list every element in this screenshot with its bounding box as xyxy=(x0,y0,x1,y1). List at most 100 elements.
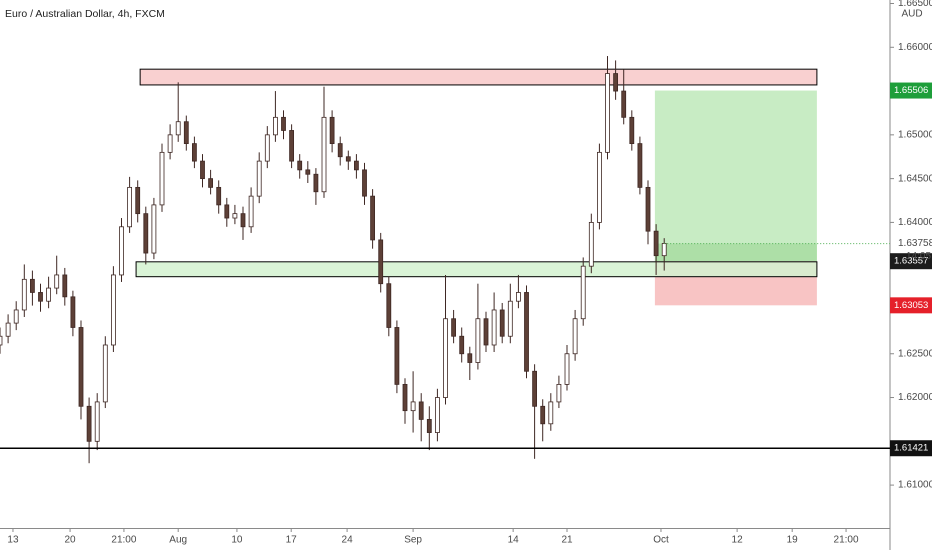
candle-body xyxy=(653,230,659,257)
candle-body xyxy=(54,274,60,289)
chart-title: Euro / Australian Dollar, 4h, FXCM xyxy=(5,8,165,20)
stop-badge-label: 1.63053 xyxy=(894,300,928,311)
candle-body xyxy=(588,222,594,267)
candle-body xyxy=(119,226,124,276)
x-tick-label: 13 xyxy=(7,535,19,546)
candle-body xyxy=(175,121,181,136)
candle-body xyxy=(111,274,116,346)
candle-body xyxy=(516,292,521,302)
candle-body xyxy=(13,309,19,324)
candle-body xyxy=(86,405,92,442)
candle-body xyxy=(256,160,262,197)
candle-body xyxy=(499,309,505,337)
y-tick-label: 1.64000 xyxy=(898,217,932,228)
plot-area xyxy=(0,56,818,464)
candle-body xyxy=(167,134,173,153)
candle-body xyxy=(524,292,529,372)
candle-body xyxy=(281,116,286,131)
candle-body xyxy=(443,318,448,398)
x-tick-label: 17 xyxy=(286,535,298,546)
candle-body xyxy=(580,265,586,320)
candle-body xyxy=(345,156,351,162)
candle-body xyxy=(297,160,303,171)
candle-body xyxy=(451,318,457,337)
open-pnl xyxy=(654,243,817,262)
candle-body xyxy=(313,173,319,193)
last-price-label: 1.63758 xyxy=(898,238,932,249)
candle-body xyxy=(289,130,295,162)
profit-zone xyxy=(654,90,817,262)
x-tick-label: 24 xyxy=(342,535,354,546)
x-tick-label: 14 xyxy=(508,535,520,546)
x-tick-label: 21:00 xyxy=(111,535,136,546)
candle-body xyxy=(305,169,311,175)
candle-body xyxy=(507,300,513,337)
candle-body xyxy=(637,143,643,188)
candle-body xyxy=(159,151,165,206)
candle-body xyxy=(0,335,3,346)
candle-body xyxy=(78,327,84,407)
support-badge-label: 1.61421 xyxy=(894,443,928,454)
candle-body xyxy=(548,401,554,425)
candle-body xyxy=(661,243,667,257)
candle-body xyxy=(143,213,149,254)
y-tick-label: 1.61000 xyxy=(898,480,932,491)
candle-body xyxy=(418,401,424,420)
entry-badge xyxy=(890,253,932,270)
candle-body xyxy=(354,160,359,171)
candle-body xyxy=(248,195,254,228)
candle-body xyxy=(135,186,141,215)
candle-body xyxy=(605,73,610,153)
x-tick-label: 12 xyxy=(732,535,744,546)
candle-body xyxy=(240,213,246,228)
candle-body xyxy=(645,186,651,232)
candle-body xyxy=(475,318,481,363)
candle-body xyxy=(467,353,473,363)
candle-body xyxy=(264,134,270,162)
candle-body xyxy=(232,213,238,219)
stop-badge xyxy=(890,297,932,314)
candle-body xyxy=(402,383,408,412)
candle-body xyxy=(5,322,11,337)
support-badge xyxy=(890,440,932,457)
entry-badge-label: 1.63557 xyxy=(894,256,928,267)
candle-body xyxy=(491,309,497,346)
candle-body xyxy=(556,383,562,403)
y-tick-label: 1.66500 xyxy=(898,0,932,9)
y-tick-label: 1.62500 xyxy=(898,348,932,359)
zone xyxy=(139,68,818,86)
candle-body xyxy=(394,327,400,385)
y-tick-label: 1.62000 xyxy=(898,392,932,403)
candle-body xyxy=(224,204,230,219)
x-tick-label: Oct xyxy=(653,535,669,546)
candle-body xyxy=(183,121,189,145)
candle-body xyxy=(337,143,343,158)
candle-body xyxy=(273,116,278,136)
target-badge-label: 1.65506 xyxy=(894,85,928,96)
candle-body xyxy=(532,370,538,407)
candle-body xyxy=(564,353,570,385)
candle-body xyxy=(621,90,627,118)
candle-body xyxy=(62,274,68,298)
candle-body xyxy=(94,401,100,442)
candle-body xyxy=(629,116,635,145)
currency-label: AUD xyxy=(901,9,922,20)
candle-body xyxy=(46,287,52,302)
x-tick-label: 21:00 xyxy=(834,535,859,546)
candle-body xyxy=(386,283,392,328)
candle-body xyxy=(200,160,205,180)
zone xyxy=(135,261,818,278)
candle-body xyxy=(435,397,440,433)
candle-body xyxy=(597,151,602,223)
candle-body xyxy=(21,278,27,311)
candle-body xyxy=(459,335,465,355)
candle-body xyxy=(362,169,367,197)
y-tick-label: 1.66000 xyxy=(898,42,932,53)
candle-body xyxy=(127,186,133,228)
candle-body xyxy=(370,195,376,241)
x-tick-label: 21 xyxy=(561,535,573,546)
candle-body xyxy=(102,344,108,403)
y-tick-label: 1.64500 xyxy=(898,173,932,184)
candle-body xyxy=(378,239,384,285)
